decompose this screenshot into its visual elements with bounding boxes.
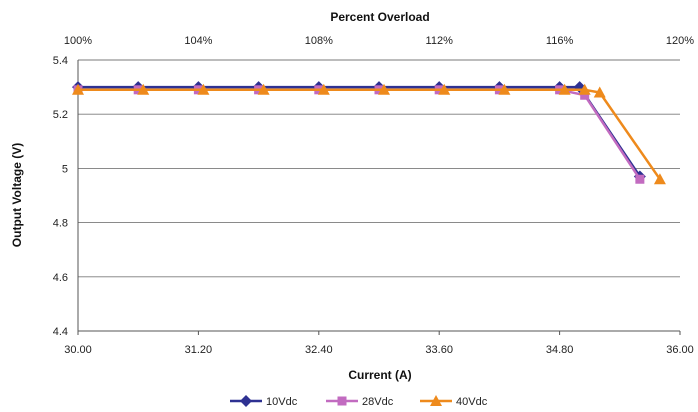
top-tick-label: 116% [546, 35, 574, 47]
y-tick-label: 4.6 [53, 272, 68, 284]
legend-marker [337, 396, 347, 406]
data-point [593, 86, 606, 98]
series-40vdc [72, 83, 666, 185]
data-point [578, 83, 591, 95]
x-axis-title: Current (A) [348, 368, 411, 382]
legend-item-28vdc: 28Vdc [326, 396, 394, 408]
top-tick-label: 108% [305, 35, 333, 47]
top-tick-label: 100% [64, 35, 92, 47]
data-point [635, 174, 645, 184]
legend-marker [430, 395, 442, 406]
series-line-10vdc [78, 85, 641, 178]
legend-label: 10Vdc [266, 396, 298, 408]
series-line-28vdc [78, 88, 641, 180]
y-tick-label: 5.4 [53, 55, 68, 67]
top-tick-label: 120% [666, 35, 694, 47]
y-tick-label: 5.2 [53, 109, 68, 121]
y-tick-label: 4.8 [53, 218, 68, 230]
x-tick-label: 32.40 [305, 344, 333, 356]
data-point [653, 173, 666, 185]
data-point [197, 83, 210, 95]
series-group [72, 81, 666, 185]
data-point [72, 83, 84, 95]
x-tick-label: 30.00 [64, 344, 92, 356]
x-tick-label: 33.60 [425, 344, 453, 356]
x-tick-label: 31.20 [185, 344, 213, 356]
tick-labels: 4.4 4.6 4.8 5 5.2 5.4 30.00 31.20 32.40 33.60 34.8… [53, 35, 695, 356]
top-axis-title: Percent Overload [330, 10, 429, 24]
grid-lines [78, 59, 680, 278]
data-point [378, 83, 391, 95]
y-tick-label: 5 [62, 163, 68, 175]
top-tick-label: 112% [426, 35, 454, 47]
axes [77, 60, 681, 335]
data-point [498, 83, 511, 95]
top-tick-label: 104% [184, 35, 212, 47]
y-axis-title: Output Voltage (V) [10, 143, 24, 247]
data-point [558, 83, 571, 95]
legend-item-10vdc: 10Vdc [230, 395, 298, 408]
data-point [317, 83, 330, 95]
legend: 10Vdc 28Vdc 40Vdc [230, 395, 488, 408]
series-10vdc [72, 81, 646, 183]
legend-item-40vdc: 40Vdc [420, 395, 488, 408]
series-28vdc [73, 85, 645, 184]
legend-label: 28Vdc [362, 396, 394, 408]
series-line-40vdc [78, 88, 661, 180]
y-tick-label: 4.4 [53, 326, 68, 338]
data-point [438, 83, 451, 95]
legend-marker [240, 395, 252, 407]
x-tick-label: 34.80 [546, 344, 574, 356]
data-point [257, 83, 270, 95]
legend-label: 40Vdc [456, 396, 488, 408]
x-tick-label: 36.00 [666, 344, 694, 356]
data-point [580, 90, 590, 100]
data-point [137, 83, 150, 95]
